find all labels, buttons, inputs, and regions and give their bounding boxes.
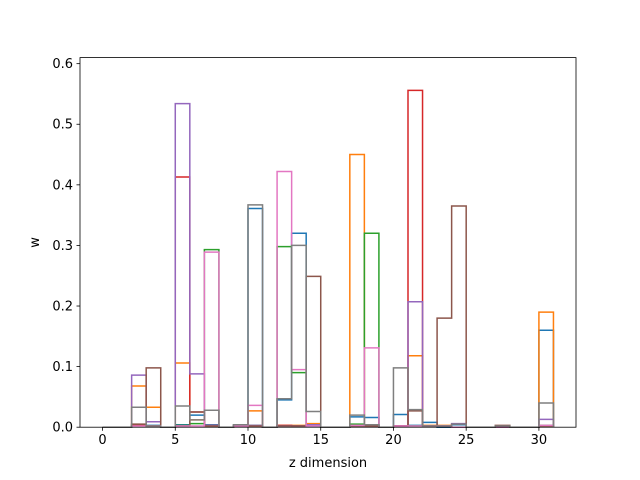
series-1-outline <box>102 153 555 428</box>
x-tick-label: 25 <box>458 433 475 448</box>
series-5-bin-24 <box>452 206 467 427</box>
series-0 <box>102 207 555 428</box>
series-2-bin-7 <box>204 250 219 428</box>
series-5-bin-23 <box>437 318 452 427</box>
series-6-outline <box>102 170 555 428</box>
series-5 <box>102 205 555 428</box>
series-5-bin-3 <box>146 368 161 427</box>
series-0-bin-10 <box>248 208 263 427</box>
series-7-bin-30 <box>539 403 554 427</box>
series-1-bin-5 <box>175 363 190 427</box>
series-7-bin-13 <box>292 245 307 427</box>
x-tick-label: 5 <box>171 433 179 448</box>
y-tick-label: 0.4 <box>52 178 73 193</box>
series-7-outline <box>102 204 555 428</box>
series-7-bin-10 <box>248 205 263 427</box>
series-6-bin-13 <box>292 370 307 428</box>
series-3-outline <box>102 89 555 428</box>
series-7-bin-5 <box>175 406 190 427</box>
series-3 <box>102 89 555 428</box>
x-tick-label: 10 <box>240 433 257 448</box>
series-7 <box>102 204 555 428</box>
series-4-bin-2 <box>132 375 147 427</box>
y-tick-label: 0.1 <box>52 360 73 375</box>
series-1-bin-30 <box>539 312 554 427</box>
y-axis-label: w <box>28 237 43 248</box>
y-tick-label: 0.2 <box>52 300 73 315</box>
series-4 <box>102 102 555 428</box>
series-layer <box>102 89 555 428</box>
series-2-outline <box>102 232 555 428</box>
y-tick-label: 0.0 <box>52 421 73 436</box>
x-tick-label: 0 <box>98 433 106 448</box>
series-6-bin-12 <box>277 172 292 428</box>
series-5-outline <box>102 205 555 428</box>
plot-frame <box>79 57 577 428</box>
series-2-bin-13 <box>292 373 307 428</box>
x-tick-label: 20 <box>385 433 402 448</box>
series-4-bin-5 <box>175 104 190 428</box>
series-5-bin-14 <box>306 276 321 427</box>
series-0-bin-13 <box>292 233 307 427</box>
series-2-bin-18 <box>364 233 379 427</box>
series-7-bin-20 <box>393 368 408 427</box>
series-6 <box>102 170 555 428</box>
series-3-bin-5 <box>175 177 190 427</box>
series-6-bin-18 <box>364 348 379 427</box>
series-1-bin-3 <box>146 407 161 427</box>
series-7-bin-21 <box>408 410 423 428</box>
series-3-bin-21 <box>408 90 423 427</box>
series-1 <box>102 153 555 428</box>
series-7-bin-12 <box>277 399 292 427</box>
series-1-bin-17 <box>350 155 365 428</box>
series-4-bin-21 <box>408 302 423 427</box>
y-tick-label: 0.3 <box>52 239 73 254</box>
series-0-bin-30 <box>539 330 554 427</box>
y-tick-label: 0.6 <box>52 57 73 72</box>
series-0-bin-12 <box>277 400 292 427</box>
x-tick-label: 30 <box>531 433 548 448</box>
x-axis-label: z dimension <box>289 456 367 471</box>
series-4-outline <box>102 102 555 428</box>
series-6-bin-7 <box>204 252 219 427</box>
series-6-bin-10 <box>248 405 263 427</box>
series-0-outline <box>102 207 555 428</box>
series-1-bin-21 <box>408 356 423 427</box>
x-tick-label: 15 <box>312 433 329 448</box>
y-tick-label: 0.5 <box>52 118 73 133</box>
tick-layer: 0 5 10 15 20 25 30 0.0 0.1 0.2 0.3 0.4 0.5 0.6 <box>52 57 547 448</box>
series-2 <box>102 232 555 428</box>
